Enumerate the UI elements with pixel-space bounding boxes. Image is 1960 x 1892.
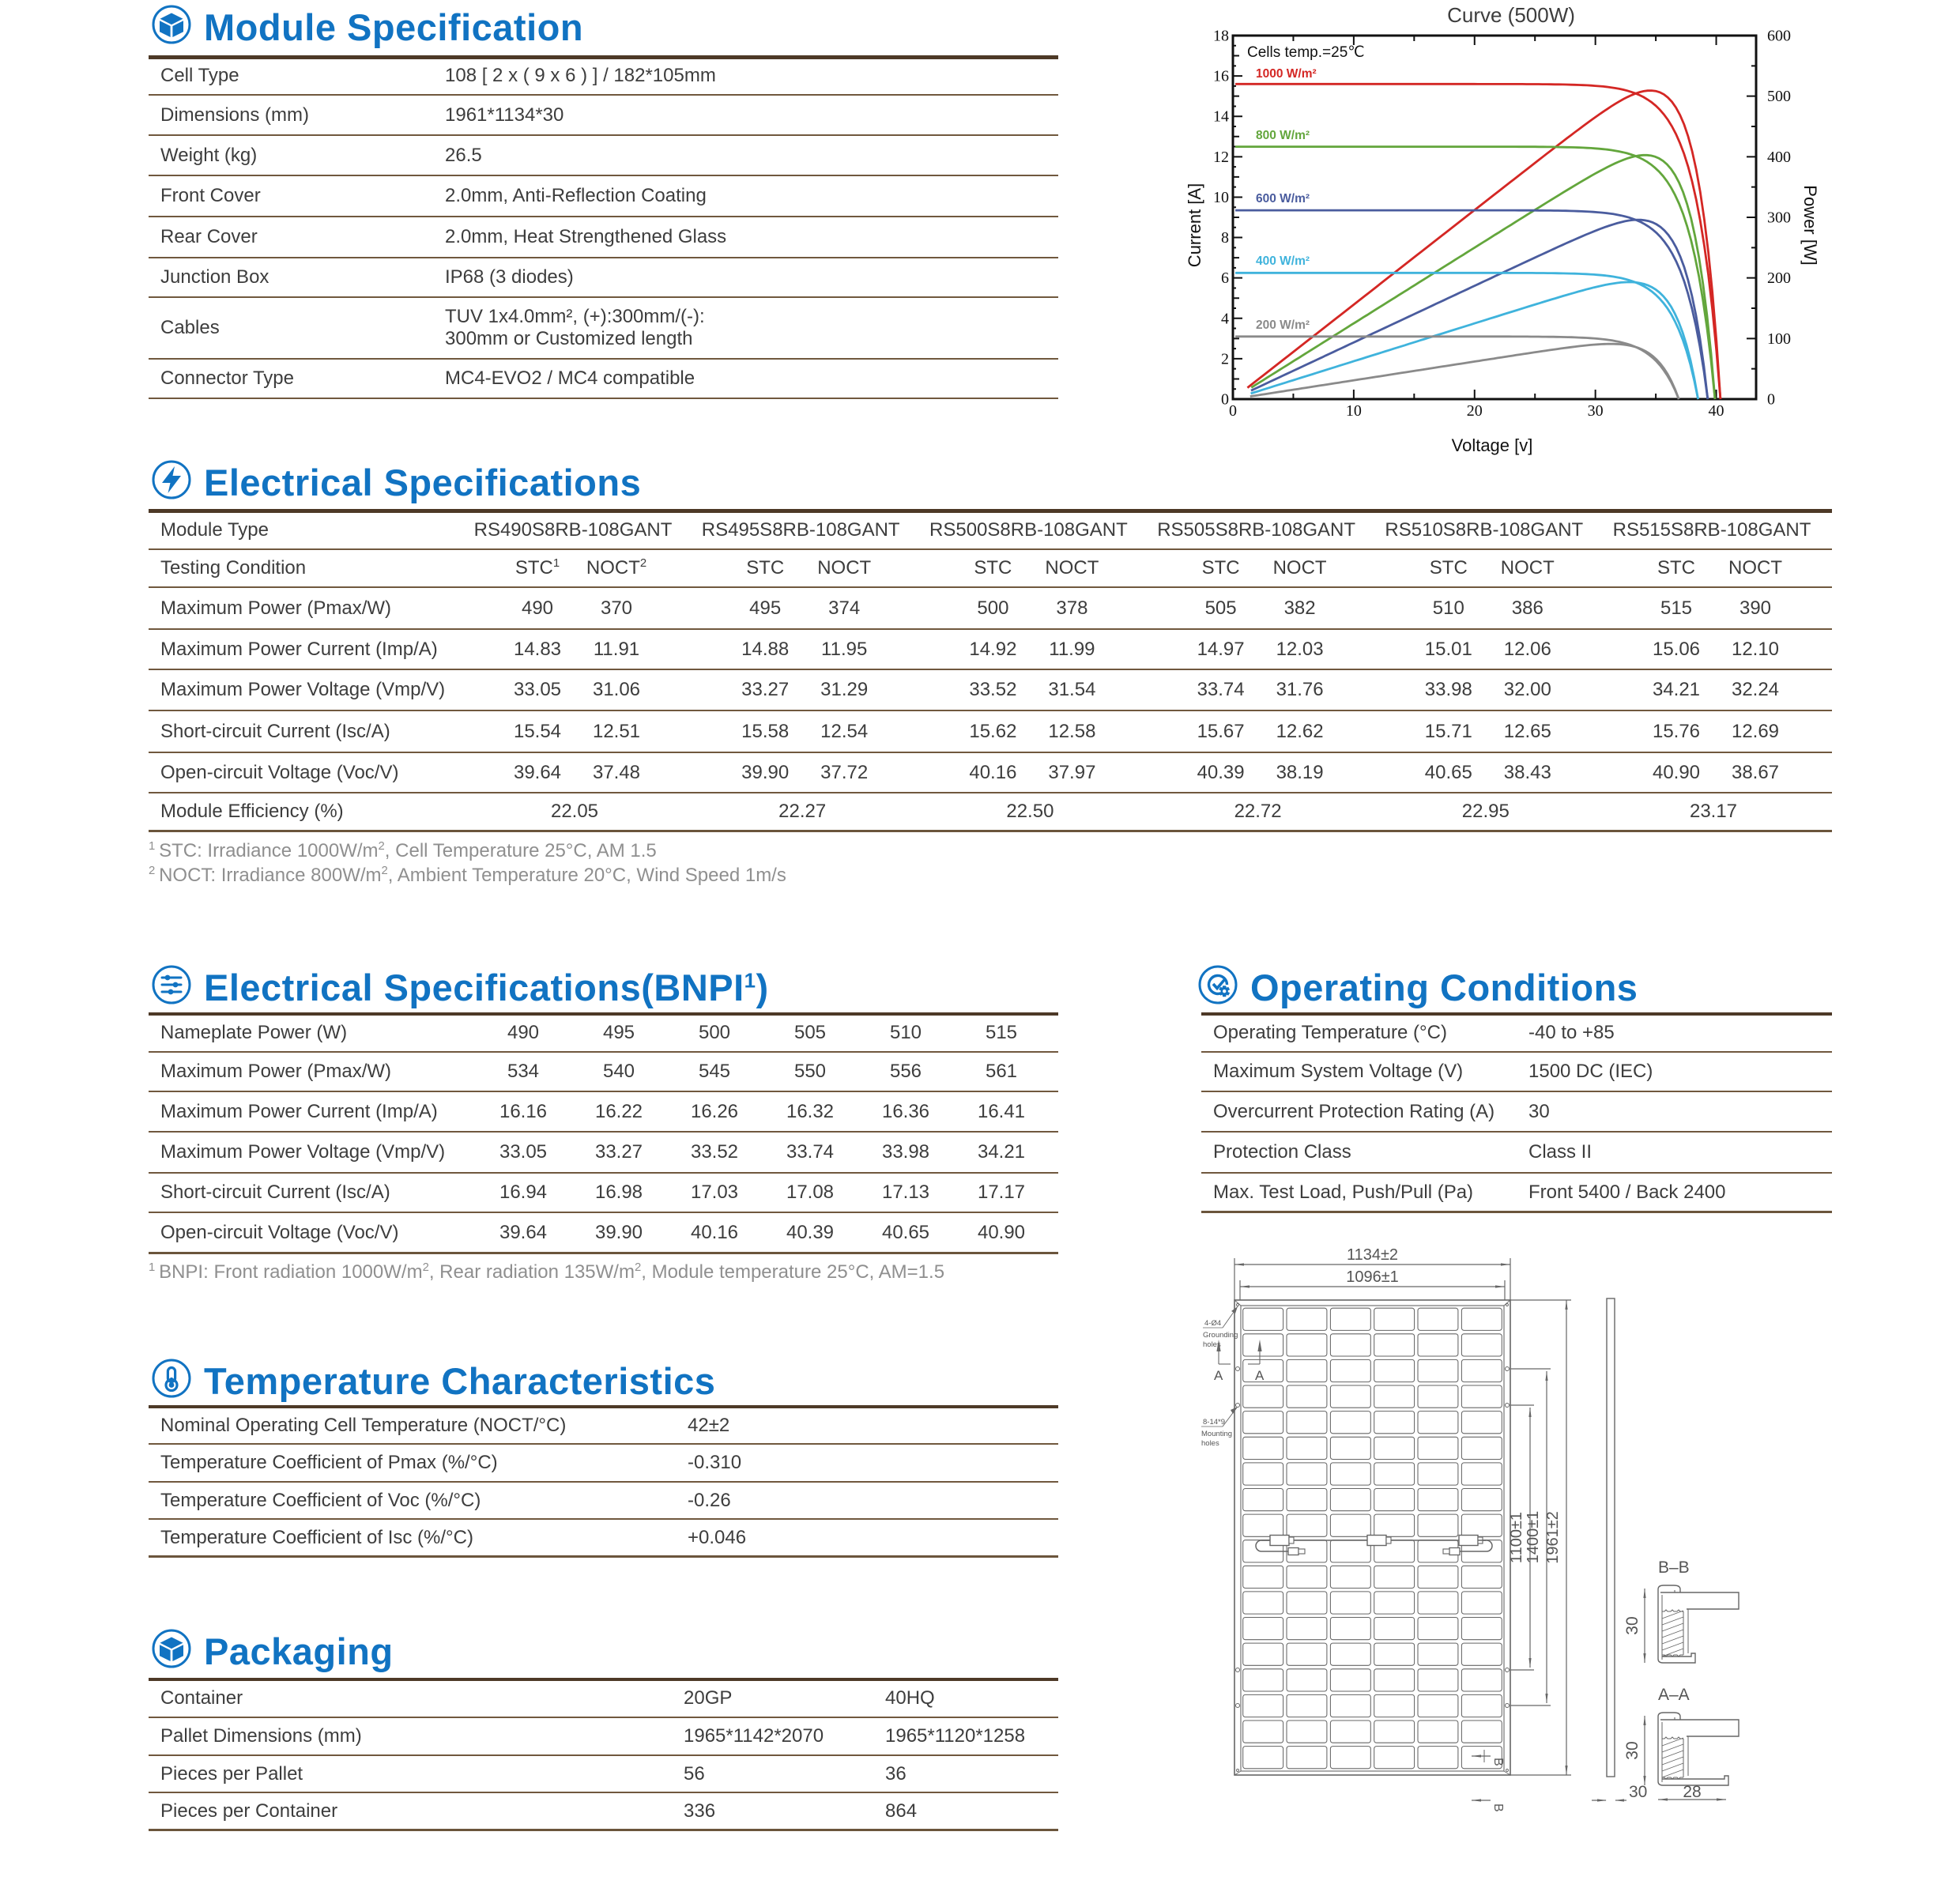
svg-text:500: 500	[1767, 88, 1791, 105]
svg-text:B–B: B–B	[1658, 1558, 1690, 1577]
svg-text:0: 0	[1229, 402, 1237, 420]
svg-text:28: 28	[1683, 1783, 1701, 1801]
svg-text:8-14*9: 8-14*9	[1203, 1418, 1225, 1427]
svg-text:A: A	[1214, 1368, 1223, 1383]
svg-text:Grounding: Grounding	[1203, 1331, 1238, 1340]
svg-text:4-Ø4: 4-Ø4	[1204, 1319, 1221, 1328]
svg-text:Curve (500W): Curve (500W)	[1447, 3, 1575, 27]
svg-text:12: 12	[1213, 149, 1229, 166]
svg-text:Cells temp.=25℃: Cells temp.=25℃	[1247, 44, 1365, 61]
svg-text:400 W/m²: 400 W/m²	[1256, 254, 1310, 268]
svg-text:800 W/m²: 800 W/m²	[1256, 129, 1310, 142]
svg-text:Power [W]: Power [W]	[1800, 185, 1820, 265]
svg-text:10: 10	[1213, 189, 1229, 206]
svg-text:10: 10	[1346, 402, 1362, 420]
svg-text:holes: holes	[1203, 1340, 1221, 1349]
svg-text:30: 30	[1623, 1616, 1642, 1634]
svg-text:8: 8	[1221, 229, 1229, 247]
svg-text:1400±1: 1400±1	[1525, 1511, 1542, 1564]
svg-text:Voltage [v]: Voltage [v]	[1452, 435, 1533, 455]
svg-text:0: 0	[1767, 391, 1775, 409]
svg-text:holes: holes	[1201, 1439, 1219, 1448]
svg-text:B: B	[1491, 1803, 1505, 1812]
svg-text:6: 6	[1221, 269, 1229, 287]
svg-text:20: 20	[1467, 402, 1483, 420]
svg-text:1134±2: 1134±2	[1347, 1246, 1398, 1264]
svg-text:200 W/m²: 200 W/m²	[1256, 318, 1310, 332]
svg-text:B: B	[1491, 1758, 1505, 1766]
svg-text:30: 30	[1629, 1783, 1647, 1801]
svg-text:Current [A]: Current [A]	[1185, 183, 1204, 267]
svg-text:A: A	[1255, 1368, 1265, 1383]
svg-text:18: 18	[1213, 28, 1229, 45]
svg-text:30: 30	[1588, 402, 1604, 420]
svg-text:40: 40	[1709, 402, 1724, 420]
svg-text:200: 200	[1767, 269, 1791, 287]
svg-text:30: 30	[1623, 1741, 1642, 1759]
svg-text:1000 W/m²: 1000 W/m²	[1256, 67, 1317, 81]
svg-text:100: 100	[1767, 330, 1791, 348]
svg-text:600 W/m²: 600 W/m²	[1256, 192, 1310, 205]
svg-text:A–A: A–A	[1658, 1686, 1690, 1704]
svg-text:1961±2: 1961±2	[1544, 1511, 1562, 1564]
svg-text:300: 300	[1767, 209, 1791, 227]
svg-text:1100±1: 1100±1	[1508, 1512, 1525, 1563]
svg-text:16: 16	[1213, 68, 1229, 85]
svg-text:600: 600	[1767, 28, 1791, 45]
svg-text:1096±1: 1096±1	[1346, 1268, 1399, 1286]
svg-text:0: 0	[1221, 391, 1229, 409]
svg-text:14: 14	[1213, 108, 1229, 126]
svg-text:4: 4	[1221, 310, 1229, 327]
svg-text:2: 2	[1221, 350, 1229, 367]
svg-text:400: 400	[1767, 149, 1791, 166]
svg-text:Mounting: Mounting	[1201, 1430, 1232, 1438]
